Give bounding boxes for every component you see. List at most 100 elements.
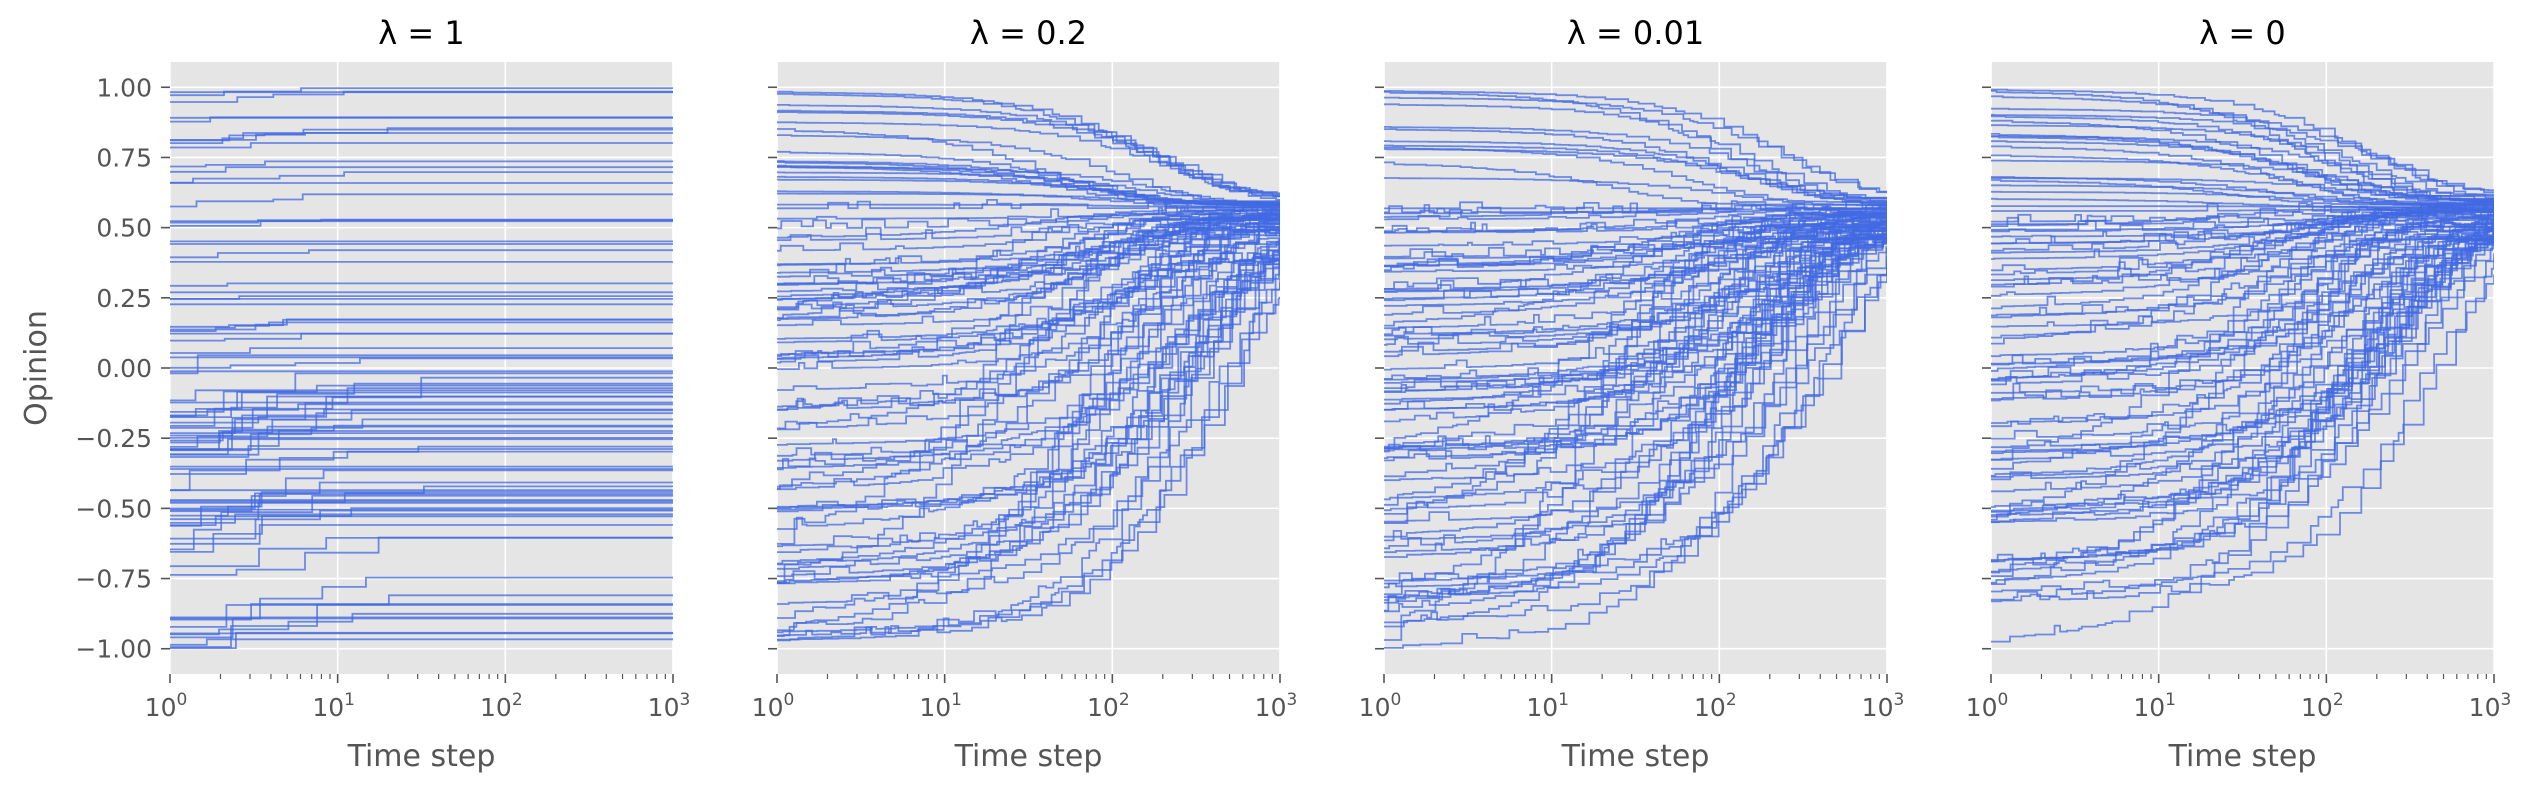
trajectory-line [1384, 234, 1887, 453]
trajectory-line [1384, 204, 1887, 232]
trajectory-line [170, 603, 673, 621]
y-tick-label: −0.25 [75, 424, 152, 453]
trajectory-line [777, 90, 1280, 198]
trajectory-line [1384, 161, 1887, 206]
trajectory-line [1991, 226, 2494, 400]
panel-1: 1.00 0.75 0.50 0.25 0.00 −0.25 −0.50 −0.75 −1.00… [19, 14, 690, 774]
trajectory-line [777, 256, 1280, 641]
trajectory-line [170, 249, 673, 259]
x-tick-label: 100 [1966, 690, 2009, 722]
x-tick-label: 102 [480, 690, 523, 722]
grid [1990, 62, 2495, 674]
trajectory-line [1991, 227, 2494, 493]
trajectory-line [170, 166, 673, 173]
y-tick-label: −1.00 [75, 635, 152, 664]
trajectory-line [1384, 204, 1887, 218]
trajectory-line [1384, 267, 1887, 589]
trajectory-line [777, 260, 1280, 566]
x-tick-label: 103 [2469, 690, 2512, 722]
trajectory-line [777, 225, 1280, 411]
trajectories [1991, 88, 2494, 643]
trajectory-line [1384, 237, 1887, 478]
trajectory-line [1384, 233, 1887, 381]
y-tick-label: −0.50 [75, 494, 152, 523]
x-tick-label: 102 [2301, 690, 2344, 722]
trajectory-line [1384, 177, 1887, 207]
x-axis: 100 101 102 103 [752, 674, 1297, 722]
trajectory-line [777, 246, 1280, 508]
trajectory-line [1384, 240, 1887, 542]
panel-title: λ = 0.2 [970, 14, 1087, 52]
trajectory-line [777, 205, 1280, 252]
trajectory-line [1384, 226, 1887, 538]
trajectory-line [777, 226, 1280, 530]
trajectory-line [1991, 88, 2494, 192]
trajectory-line [1991, 219, 2494, 319]
trajectory-line [1991, 223, 2494, 402]
trajectory-line [1991, 220, 2494, 461]
trajectory-line [170, 576, 673, 620]
panel-3: 100 101 102 103 λ = 0.01 Time step [1359, 14, 1905, 774]
x-axis-label: Time step [2168, 739, 2317, 774]
y-tick-label: 1.00 [96, 73, 152, 102]
trajectory-line [170, 354, 673, 375]
trajectory-line [1991, 230, 2494, 577]
x-tick-label: 100 [145, 690, 188, 722]
trajectory-line [777, 217, 1280, 471]
trajectories [170, 87, 673, 649]
trajectory-line [1384, 259, 1887, 598]
trajectory-line [1384, 90, 1887, 193]
trajectory-line [170, 408, 673, 442]
trajectory-line [1991, 232, 2494, 584]
y-axis [768, 86, 777, 650]
trajectory-line [777, 165, 1280, 205]
x-axis-label: Time step [1561, 739, 1710, 774]
trajectory-line [777, 282, 1280, 585]
trajectory-line [170, 481, 673, 510]
trajectory-line [170, 193, 673, 208]
x-tick-label: 103 [1862, 690, 1905, 722]
trajectory-line [1991, 222, 2494, 366]
trajectory-line [1384, 217, 1887, 389]
trajectory-line [777, 218, 1280, 545]
trajectory-line [777, 230, 1280, 391]
x-tick-label: 100 [752, 690, 795, 722]
trajectory-line [1991, 212, 2494, 310]
trajectory-line [777, 296, 1280, 642]
y-axis-label: Opinion [19, 310, 54, 426]
trajectory-line [170, 494, 673, 551]
x-axis-label: Time step [954, 739, 1103, 774]
trajectory-line [1384, 204, 1887, 234]
trajectory-line [170, 389, 673, 402]
trajectory-line [1384, 209, 1887, 268]
trajectory-line [1384, 126, 1887, 203]
trajectory-line [1991, 274, 2494, 603]
trajectory-line [170, 509, 673, 540]
trajectory-line [170, 395, 673, 437]
trajectory-line [1384, 213, 1887, 272]
x-tick-label: 101 [919, 690, 962, 722]
panel-title: λ = 1 [378, 14, 464, 52]
trajectory-line [1991, 115, 2494, 203]
trajectory-line [777, 121, 1280, 201]
trajectory-line [1991, 202, 2494, 228]
y-axis [1375, 86, 1384, 650]
trajectory-line [1384, 229, 1887, 641]
trajectory-line [1991, 205, 2494, 209]
trajectory-line [777, 269, 1280, 637]
trajectory-line [170, 617, 673, 639]
trajectory-line [777, 263, 1280, 570]
x-axis: 100 101 102 103 [145, 674, 690, 722]
trajectory-line [1384, 210, 1887, 307]
trajectory-line [170, 295, 673, 300]
x-axis: 100 101 102 103 [1359, 674, 1905, 722]
trajectory-line [777, 207, 1280, 309]
trajectory-line [170, 438, 673, 456]
trajectory-line [1991, 201, 2494, 233]
trajectory-line [1384, 221, 1887, 423]
trajectory-line [1384, 210, 1887, 267]
trajectory-line [1991, 238, 2494, 513]
trajectory-line [170, 132, 673, 144]
trajectory-line [777, 252, 1280, 619]
panel-title: λ = 0.01 [1567, 14, 1704, 52]
